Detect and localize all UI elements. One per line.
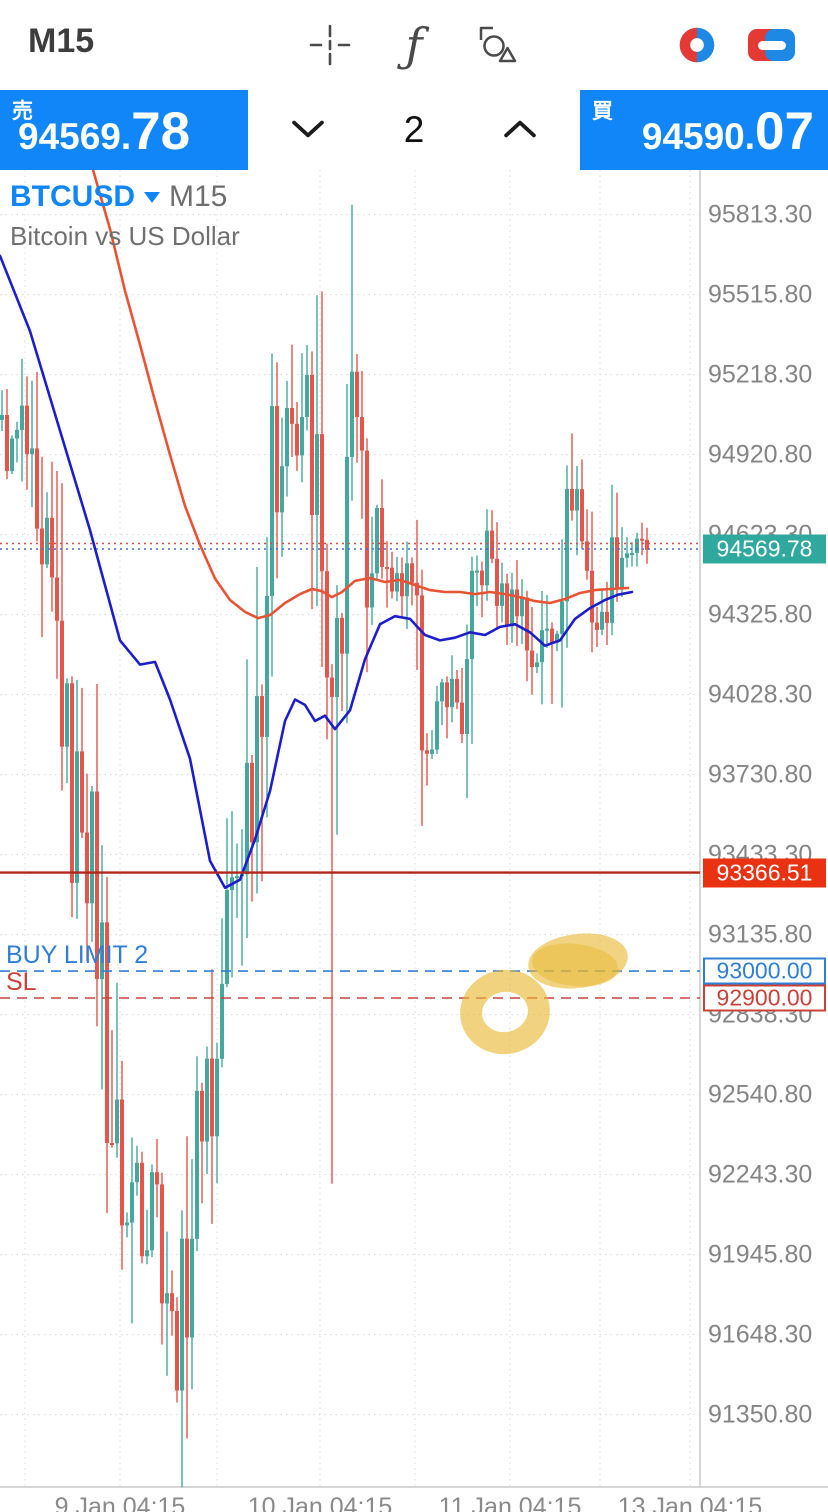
bid-line-badge: 94569.78 bbox=[703, 534, 826, 564]
y-axis-tick: 94028.30 bbox=[708, 680, 813, 709]
chart-header: BTCUSD M15 Bitcoin vs US Dollar bbox=[10, 180, 240, 252]
highlight-annotations bbox=[460, 933, 628, 1055]
function-glyph: ƒ bbox=[405, 18, 423, 72]
chart-timeframe-label: M15 bbox=[169, 180, 228, 213]
y-axis-tick: 92540.80 bbox=[708, 1080, 813, 1109]
crosshair-icon[interactable] bbox=[306, 21, 354, 69]
y-axis-tick: 95218.30 bbox=[708, 360, 813, 389]
symbol-name: BTCUSD bbox=[10, 180, 135, 213]
sell-button[interactable]: 売 94569. 78 bbox=[0, 90, 248, 170]
quote-panel: 売 94569. 78 2 買 94590. 07 bbox=[0, 90, 828, 170]
chart-area[interactable]: BTCUSD M15 Bitcoin vs US Dollar 95813.30… bbox=[0, 170, 828, 1512]
symbol-description: Bitcoin vs US Dollar bbox=[10, 221, 240, 251]
candles bbox=[0, 204, 649, 1488]
trade-squares-icon bbox=[748, 26, 796, 64]
highlight-annotation bbox=[532, 943, 618, 987]
trade-icon[interactable] bbox=[748, 21, 796, 69]
sl-line-badge: 92900.00 bbox=[703, 984, 826, 1012]
y-axis-tick: 95813.30 bbox=[708, 200, 813, 229]
buy-limit-line-label: BUY LIMIT 2 bbox=[6, 941, 149, 970]
buy-button[interactable]: 買 94590. 07 bbox=[580, 90, 828, 170]
y-axis-tick: 94325.80 bbox=[708, 600, 813, 629]
y-axis-tick: 94920.80 bbox=[708, 440, 813, 469]
buy-label: 買 bbox=[592, 100, 613, 123]
objects-icon[interactable] bbox=[473, 21, 521, 69]
y-axis-tick: 91648.30 bbox=[708, 1320, 813, 1349]
y-axis-tick: 95515.80 bbox=[708, 280, 813, 309]
x-axis-label: 9 Jan 04:15 bbox=[54, 1493, 186, 1512]
toolbar: M15 ƒ bbox=[0, 0, 828, 90]
chevron-down-icon bbox=[144, 191, 160, 203]
y-axis-tick: 93135.80 bbox=[708, 920, 813, 949]
x-axis-label: 10 Jan 04:15 bbox=[247, 1493, 393, 1512]
timeframe-button[interactable]: M15 bbox=[28, 22, 95, 60]
sell-label: 売 bbox=[12, 100, 33, 123]
volume-decrease-button[interactable] bbox=[288, 115, 328, 145]
y-axis-tick: 93730.80 bbox=[708, 760, 813, 789]
y-axis-tick: 92243.30 bbox=[708, 1160, 813, 1189]
volume-value[interactable]: 2 bbox=[403, 109, 425, 150]
sell-price: 94569. 78 bbox=[18, 102, 191, 161]
volume-stepper: 2 bbox=[248, 90, 580, 170]
pie-chart-icon bbox=[677, 25, 717, 65]
volume-increase-button[interactable] bbox=[500, 115, 540, 145]
price-chart[interactable] bbox=[0, 170, 828, 1512]
custom-hline-badge: 93366.51 bbox=[703, 858, 826, 888]
x-axis-label: 11 Jan 04:15 bbox=[438, 1493, 582, 1512]
symbol-selector[interactable]: BTCUSD M15 bbox=[10, 180, 240, 214]
highlight-annotation bbox=[528, 933, 628, 989]
buy-price: 94590. 07 bbox=[641, 102, 814, 161]
y-axis-tick: 91945.80 bbox=[708, 1240, 813, 1269]
x-axis-label: 13 Jan 04:15 bbox=[617, 1493, 763, 1512]
account-summary-icon[interactable] bbox=[673, 21, 721, 69]
buy-limit-line-badge: 93000.00 bbox=[703, 957, 826, 985]
highlight-annotation bbox=[460, 969, 550, 1055]
grid bbox=[0, 170, 828, 1488]
sl-line-label: SL bbox=[6, 968, 37, 997]
y-axis-tick: 91350.80 bbox=[708, 1400, 813, 1429]
moving-averages bbox=[0, 170, 634, 890]
indicators-icon[interactable]: ƒ bbox=[390, 21, 438, 69]
